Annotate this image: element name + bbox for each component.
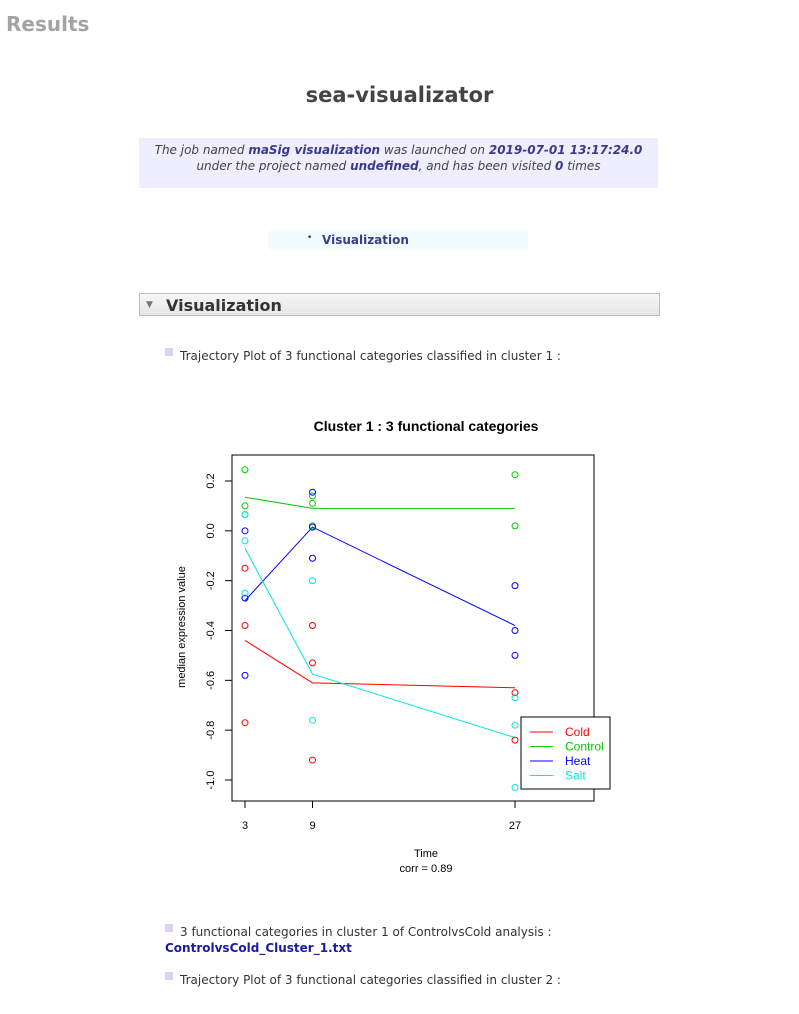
data-point-cold (241, 622, 249, 630)
data-point-salt (511, 694, 519, 702)
correlation-label: corr = 0.89 (400, 863, 453, 875)
x-tick-label: 3 (242, 820, 248, 832)
toc-bullet: • (307, 233, 313, 243)
job-visit-count: 0 (555, 159, 564, 173)
data-point-heat (511, 627, 519, 634)
job-project-name: undefined (350, 159, 419, 173)
series-lines (244, 496, 516, 739)
data-point-heat (511, 582, 519, 590)
data-point-control (511, 522, 519, 530)
data-point-cold (241, 564, 249, 572)
job-text-pre-name: The job named (154, 143, 249, 157)
data-point-heat (309, 554, 316, 562)
job-text-pre-project: under the project named (196, 159, 351, 173)
cluster-file-link[interactable]: ControlvsCold_Cluster_1.txt (165, 941, 352, 955)
data-point-salt (511, 721, 519, 729)
job-launch-date: 2019-07-01 13:17:24.0 (488, 143, 643, 157)
plot-2-caption: Trajectory Plot of 3 functional categori… (180, 973, 561, 987)
series-line-cold (244, 640, 516, 689)
collapse-arrow-icon[interactable]: ▼ (146, 300, 153, 310)
data-point-cold (309, 756, 316, 764)
data-point-salt (309, 716, 316, 724)
legend-label-salt: Salt (565, 769, 586, 783)
y-tick-label: -0.2 (205, 571, 217, 590)
job-text-pre-visits: , and has been visited (418, 159, 556, 173)
data-point-heat (309, 488, 316, 496)
list-marker (165, 972, 173, 980)
data-point-cold (309, 622, 316, 630)
job-info-box: The job named maSig visualization was la… (139, 138, 658, 188)
legend-label-control: Control (565, 740, 604, 754)
data-point-salt (241, 511, 249, 519)
data-point-cold (309, 659, 316, 667)
list-marker (165, 924, 173, 932)
x-axis: 3 9 27 (242, 800, 521, 832)
y-tick-label: -1.0 (205, 771, 217, 790)
y-axis: -1.0 -0.8 -0.6 -0.4 -0.2 0.0 0.2 (205, 473, 233, 790)
x-axis-label: Time (414, 848, 438, 860)
legend-box (520, 716, 611, 790)
series-points (241, 466, 519, 791)
y-tick-label: 0.2 (205, 473, 217, 488)
series-line-heat (244, 526, 516, 626)
y-tick-label: -0.8 (205, 721, 217, 740)
file-caption: 3 functional categories in cluster 1 of … (180, 925, 552, 939)
data-point-salt (309, 577, 316, 585)
list-marker (165, 348, 173, 356)
data-point-cold (511, 689, 519, 697)
series-line-control (244, 496, 515, 509)
data-point-heat (511, 651, 519, 659)
data-point-salt (511, 783, 519, 791)
section-title: Visualization (166, 296, 282, 315)
chart-title: Cluster 1 : 3 functional categories (314, 418, 539, 434)
data-point-control (241, 502, 249, 510)
data-point-heat (241, 594, 249, 602)
data-point-cold (241, 719, 249, 727)
job-text-pre-date: was launched on (380, 143, 489, 157)
legend-label-heat: Heat (565, 754, 591, 768)
visualization-section-header[interactable]: ▼ Visualization (139, 293, 660, 316)
x-tick-label: 27 (509, 820, 521, 832)
data-point-salt (241, 537, 249, 545)
data-point-salt (241, 589, 249, 597)
job-name: maSig visualization (248, 143, 381, 157)
series-line-salt (244, 548, 516, 739)
data-point-control (241, 466, 249, 474)
data-point-heat (309, 523, 316, 531)
trajectory-plot-cluster-1: Cluster 1 : 3 functional categories -1.0… (176, 418, 611, 875)
results-heading: Results (6, 12, 90, 36)
data-point-control (309, 492, 316, 500)
y-tick-label: -0.4 (205, 621, 217, 640)
data-point-heat (241, 527, 249, 535)
tool-title: sea-visualizator (305, 83, 494, 107)
data-point-heat (241, 671, 249, 679)
data-point-control (511, 471, 519, 479)
plot-1-caption: Trajectory Plot of 3 functional categori… (180, 349, 561, 363)
x-tick-label: 9 (309, 820, 315, 832)
legend-label-cold: Cold (565, 725, 590, 739)
job-text-post-visits: times (563, 159, 601, 173)
y-axis-label: median expression value (176, 566, 188, 688)
data-point-control (309, 499, 316, 507)
table-of-contents: • Visualization (268, 231, 528, 249)
data-point-cold (511, 736, 519, 744)
y-tick-label: -0.6 (205, 671, 217, 690)
toc-link-visualization[interactable]: Visualization (322, 233, 409, 247)
y-tick-label: 0.0 (205, 523, 217, 538)
